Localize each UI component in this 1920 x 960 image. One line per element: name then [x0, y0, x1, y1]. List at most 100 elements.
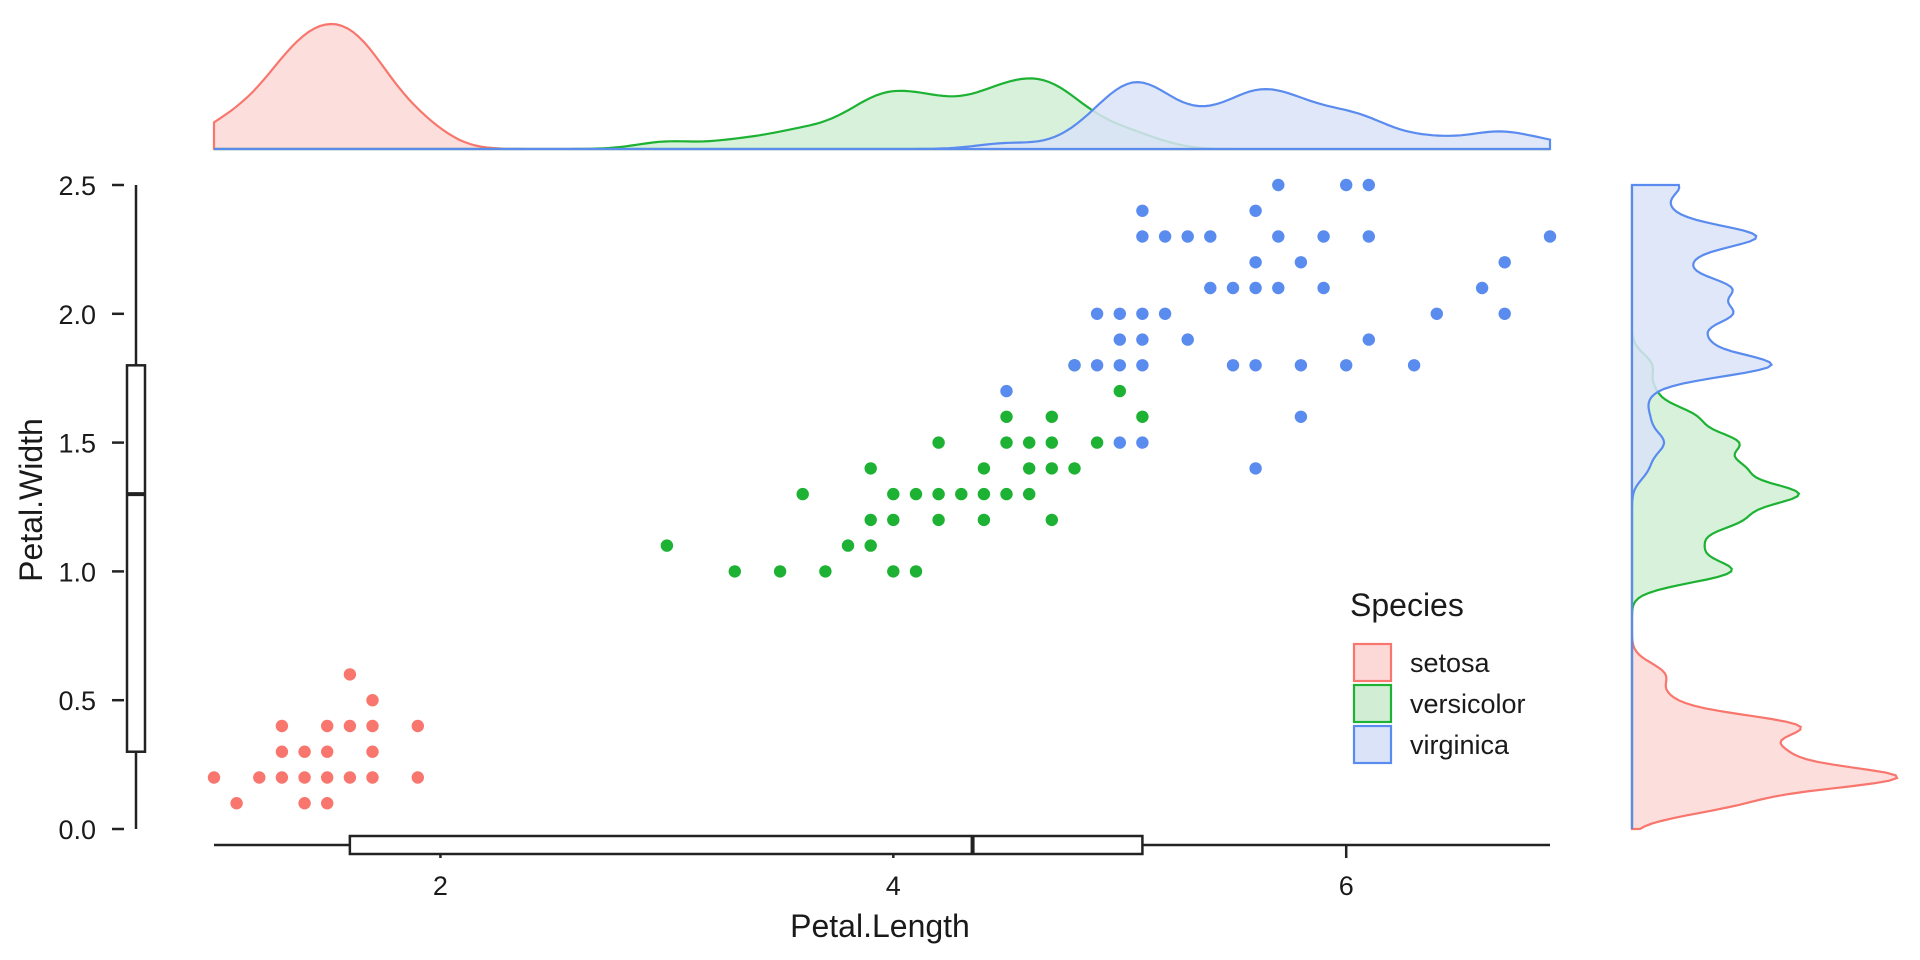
point-setosa — [411, 771, 424, 784]
point-virginica — [1181, 230, 1194, 243]
point-versicolor — [796, 487, 809, 501]
point-versicolor — [887, 487, 900, 501]
point-versicolor — [1000, 487, 1013, 501]
point-virginica — [1249, 204, 1262, 217]
point-setosa — [321, 745, 334, 758]
point-versicolor — [977, 487, 991, 501]
point-virginica — [1181, 333, 1194, 346]
right-density-panel — [1630, 183, 1899, 831]
point-setosa — [230, 797, 243, 810]
point-virginica — [1249, 281, 1262, 295]
legend: Species setosa versicolor virginica — [1350, 587, 1526, 765]
point-virginica — [1543, 230, 1557, 243]
point-versicolor — [1068, 462, 1081, 475]
x-boxplot-box — [348, 834, 1144, 856]
point-virginica — [1226, 359, 1240, 372]
point-setosa — [366, 745, 379, 758]
point-virginica — [1362, 230, 1376, 243]
point-setosa — [343, 771, 357, 784]
point-versicolor — [932, 487, 945, 501]
y-boxplot-box — [125, 364, 147, 753]
point-virginica — [1272, 178, 1285, 192]
point-versicolor — [977, 462, 991, 475]
y-tick-label: 0.5 — [58, 686, 96, 716]
point-virginica — [1340, 359, 1353, 372]
x-tick-label: 4 — [886, 871, 901, 901]
x-axis-label: Petal.Length — [790, 908, 970, 944]
point-virginica — [1430, 307, 1444, 320]
point-setosa — [411, 719, 424, 733]
point-virginica — [1362, 178, 1376, 192]
point-virginica — [1407, 359, 1421, 372]
y-axis: Petal.Width 0.0 0.5 1.0 1.5 2.0 2.5 — [13, 171, 138, 845]
point-virginica — [1068, 359, 1081, 372]
point-versicolor — [1090, 436, 1104, 449]
legend-key-versicolor — [1352, 683, 1393, 724]
legend-key-setosa — [1352, 642, 1393, 683]
point-versicolor — [1045, 513, 1059, 527]
y-marginal-boxplot — [125, 364, 147, 753]
point-versicolor — [1045, 410, 1059, 423]
point-versicolor — [1022, 436, 1036, 449]
point-setosa — [321, 719, 334, 733]
point-setosa — [366, 694, 379, 707]
point-versicolor — [1022, 487, 1036, 501]
y-tick-label: 2.0 — [58, 300, 96, 330]
point-versicolor — [819, 565, 832, 578]
legend-key-virginica — [1352, 724, 1393, 765]
point-versicolor — [887, 565, 900, 578]
point-versicolor — [909, 565, 923, 578]
point-virginica — [1113, 333, 1127, 346]
x-tick-label: 2 — [433, 871, 448, 901]
point-virginica — [1136, 204, 1149, 217]
point-virginica — [1249, 462, 1262, 475]
point-virginica — [1272, 281, 1285, 295]
legend-label-setosa: setosa — [1410, 648, 1491, 678]
point-virginica — [1113, 359, 1127, 372]
point-virginica — [1204, 230, 1217, 243]
point-versicolor — [1045, 436, 1059, 449]
point-virginica — [1475, 281, 1489, 295]
y-tick-label: 1.0 — [58, 557, 96, 587]
point-virginica — [1113, 307, 1127, 320]
point-virginica — [1340, 178, 1353, 192]
point-virginica — [1113, 436, 1127, 449]
point-versicolor — [773, 565, 787, 578]
point-virginica — [1294, 359, 1308, 372]
point-versicolor — [864, 539, 877, 552]
point-virginica — [1498, 307, 1511, 320]
point-setosa — [321, 797, 334, 810]
point-virginica — [1317, 281, 1330, 295]
point-setosa — [275, 745, 289, 758]
point-versicolor — [1022, 462, 1036, 475]
point-virginica — [1090, 359, 1104, 372]
point-virginica — [1136, 307, 1149, 320]
x-marginal-boxplot — [348, 834, 1144, 856]
point-versicolor — [864, 513, 877, 527]
point-virginica — [1158, 307, 1172, 320]
point-virginica — [1294, 410, 1308, 423]
density-right-virginica — [1630, 183, 1774, 829]
point-setosa — [207, 771, 221, 784]
point-versicolor — [864, 462, 877, 475]
point-setosa — [343, 668, 357, 681]
point-virginica — [1226, 281, 1240, 295]
point-setosa — [366, 771, 379, 784]
point-virginica — [1317, 230, 1330, 243]
legend-title: Species — [1350, 587, 1464, 623]
point-setosa — [298, 797, 311, 810]
point-virginica — [1090, 307, 1104, 320]
point-versicolor — [932, 513, 945, 527]
point-virginica — [1249, 359, 1262, 372]
point-virginica — [1498, 256, 1511, 269]
point-virginica — [1136, 333, 1149, 346]
point-setosa — [275, 771, 289, 784]
point-versicolor — [909, 487, 923, 501]
point-versicolor — [1045, 462, 1059, 475]
point-virginica — [1249, 256, 1262, 269]
legend-label-versicolor: versicolor — [1410, 689, 1526, 719]
point-versicolor — [932, 436, 945, 449]
density-top-virginica — [214, 80, 1552, 151]
y-axis-label: Petal.Width — [13, 418, 49, 582]
